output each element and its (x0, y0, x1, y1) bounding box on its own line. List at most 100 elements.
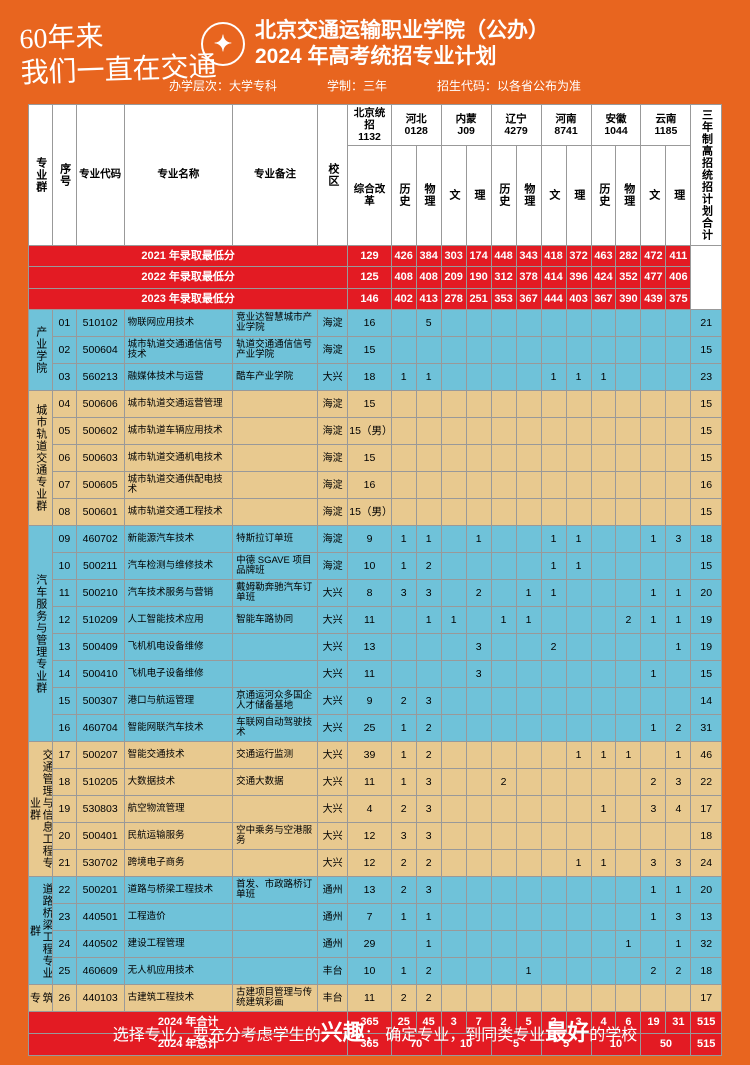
row-val (616, 823, 641, 850)
min-val: 353 (491, 288, 516, 310)
row-code: 500401 (76, 823, 124, 850)
table-row: 06500603城市轨道交通机电技术海淀1515 (29, 445, 722, 472)
row-num: 13 (52, 634, 76, 661)
row-val (441, 472, 466, 499)
row-name: 城市轨道交通机电技术 (124, 445, 233, 472)
row-sum: 22 (691, 769, 722, 796)
row-val (516, 904, 541, 931)
row-val (591, 634, 616, 661)
row-val (416, 499, 441, 526)
row-val: 2 (416, 553, 441, 580)
row-val: 16 (348, 472, 391, 499)
row-num: 08 (52, 499, 76, 526)
row-val: 1 (416, 931, 441, 958)
row-sum: 18 (691, 958, 722, 985)
row-val (441, 688, 466, 715)
row-val (441, 796, 466, 823)
row-val (541, 958, 566, 985)
prov-sub: 综合改革 (348, 145, 391, 245)
min-label: 2021 年录取最低分 (29, 245, 348, 267)
row-code: 510205 (76, 769, 124, 796)
row-val: 3 (416, 823, 441, 850)
row-val (666, 985, 691, 1012)
row-name: 飞机电子设备维修 (124, 661, 233, 688)
row-val (591, 769, 616, 796)
row-name: 古建筑工程技术 (124, 985, 233, 1012)
row-code: 500605 (76, 472, 124, 499)
row-val (566, 337, 591, 364)
row-val (616, 310, 641, 337)
row-val (566, 310, 591, 337)
row-val (541, 688, 566, 715)
row-val: 1 (616, 742, 641, 769)
row-val (491, 688, 516, 715)
row-val: 1 (616, 931, 641, 958)
row-sum: 31 (691, 715, 722, 742)
row-sum: 24 (691, 850, 722, 877)
row-name: 港口与航运管理 (124, 688, 233, 715)
row-val (466, 742, 491, 769)
row-name: 城市轨道交通工程技术 (124, 499, 233, 526)
row-note (233, 418, 318, 445)
row-val: 1 (591, 796, 616, 823)
row-val (566, 391, 591, 418)
row-val (541, 445, 566, 472)
row-code: 530702 (76, 850, 124, 877)
row-val: 2 (616, 607, 641, 634)
row-name: 工程造价 (124, 904, 233, 931)
row-sum: 32 (691, 931, 722, 958)
row-note: 特斯拉订单班 (233, 526, 318, 553)
table-row: 20500401民航运输服务空中乘务与空港服务大兴123318 (29, 823, 722, 850)
row-val: 1 (391, 958, 416, 985)
row-val (616, 769, 641, 796)
row-val: 1 (541, 526, 566, 553)
min-val: 372 (566, 245, 591, 267)
row-val (391, 661, 416, 688)
row-val: 1 (666, 877, 691, 904)
row-val: 2 (391, 877, 416, 904)
row-val (541, 391, 566, 418)
row-val: 2 (416, 715, 441, 742)
row-val (491, 526, 516, 553)
row-val (491, 499, 516, 526)
table-row: 城市轨道交通专业群04500606城市轨道交通运营管理海淀1515 (29, 391, 722, 418)
row-val (441, 310, 466, 337)
row-val (516, 769, 541, 796)
table-row: 13500409飞机机电设备维修大兴1332119 (29, 634, 722, 661)
row-name: 建设工程管理 (124, 931, 233, 958)
row-name: 汽车技术服务与营销 (124, 580, 233, 607)
row-val: 1 (416, 904, 441, 931)
row-campus: 海淀 (317, 337, 347, 364)
row-val (466, 985, 491, 1012)
row-val (441, 850, 466, 877)
row-val (416, 661, 441, 688)
table-row: 18510205大数据技术交通大数据大兴111322322 (29, 769, 722, 796)
row-campus: 大兴 (317, 661, 347, 688)
row-val (591, 823, 616, 850)
row-val (566, 580, 591, 607)
row-val (466, 553, 491, 580)
row-num: 21 (52, 850, 76, 877)
min-label: 2023 年录取最低分 (29, 288, 348, 310)
row-val: 1 (641, 904, 666, 931)
group-name: 产业学院 (29, 310, 53, 391)
row-val (641, 337, 666, 364)
row-val (466, 823, 491, 850)
row-note: 戴姆勒奔驰汽车订单班 (233, 580, 318, 607)
row-val: 1 (416, 607, 441, 634)
row-val (641, 364, 666, 391)
row-val (516, 634, 541, 661)
min-val: 303 (441, 245, 466, 267)
row-num: 24 (52, 931, 76, 958)
row-val (616, 715, 641, 742)
row-val: 8 (348, 580, 391, 607)
min-val: 146 (348, 288, 391, 310)
row-val: 3 (666, 526, 691, 553)
min-val: 390 (616, 288, 641, 310)
row-val (666, 337, 691, 364)
row-val: 13 (348, 877, 391, 904)
row-val (491, 742, 516, 769)
row-num: 15 (52, 688, 76, 715)
row-val: 2 (541, 634, 566, 661)
row-note: 智能车路协同 (233, 607, 318, 634)
